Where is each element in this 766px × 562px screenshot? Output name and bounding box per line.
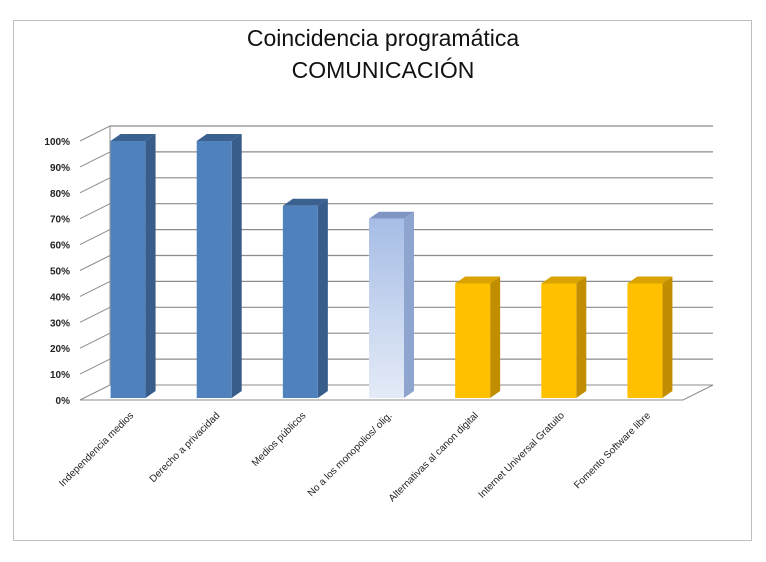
bar-front <box>282 205 318 398</box>
bar <box>110 134 156 398</box>
category-label: Internet Universal Gratuito <box>477 410 568 501</box>
bar-top <box>455 276 501 284</box>
y-tick-label: 10% <box>50 370 70 381</box>
bar-front <box>369 218 404 398</box>
y-tick-label: 100% <box>44 137 70 148</box>
gridline-side <box>79 358 111 375</box>
gridline-side <box>79 177 111 194</box>
y-tick-label: 90% <box>50 163 70 174</box>
bar-top <box>110 134 156 141</box>
gridline-side <box>79 384 111 401</box>
bar-front <box>541 283 577 398</box>
floor-edge <box>80 384 714 401</box>
bar-side <box>145 134 156 398</box>
bar-front <box>196 141 232 398</box>
bar <box>282 198 328 398</box>
y-tick-label: 80% <box>50 189 70 200</box>
bar-side <box>490 276 501 398</box>
category-label: Alternativas al canon digital <box>387 410 481 504</box>
category-label: Derecho a privacidad <box>148 410 223 485</box>
gridline-side <box>79 306 111 323</box>
y-tick-label: 50% <box>50 267 70 278</box>
y-tick-label: 30% <box>50 318 70 329</box>
bar <box>369 211 414 398</box>
bar <box>196 134 242 398</box>
chart-subtitle: COMUNICACIÓN <box>291 57 475 83</box>
y-tick-label: 60% <box>50 241 70 252</box>
bar-side <box>576 276 587 398</box>
bar-top <box>282 198 328 206</box>
gridline-side <box>79 203 111 220</box>
category-label: Medios públicos <box>250 410 308 468</box>
y-tick-label: 70% <box>50 215 70 226</box>
gridline-side <box>79 332 111 349</box>
y-tick-label: 0% <box>56 396 71 407</box>
y-tick-label: 40% <box>50 292 70 303</box>
gridline-side <box>79 280 111 297</box>
bar-front <box>110 141 146 398</box>
bar-top <box>369 211 414 219</box>
category-label: Independencia medios <box>57 410 136 489</box>
bar-side <box>231 134 242 398</box>
bar-front <box>455 283 491 398</box>
gridline-side <box>79 151 111 168</box>
gridline-side <box>79 255 111 271</box>
bar <box>541 276 587 398</box>
chart-title-block: Coincidencia programática COMUNICACIÓN <box>0 22 766 86</box>
y-tick-label: 20% <box>50 344 70 355</box>
gridline-side <box>79 229 111 246</box>
chart-title: Coincidencia programática <box>246 25 520 51</box>
bar-side <box>662 276 673 398</box>
bar <box>455 276 501 398</box>
bar-top <box>627 276 673 284</box>
bar <box>627 276 673 398</box>
category-label: No a los monopolios/ olig. <box>306 410 395 499</box>
bar-side <box>404 211 414 398</box>
gridline-side <box>79 125 111 142</box>
category-label: Fomento Software libre <box>572 410 653 491</box>
bar-top <box>196 134 242 141</box>
bar-side <box>317 198 328 398</box>
bar-top <box>541 276 587 284</box>
bar-front <box>627 283 663 398</box>
